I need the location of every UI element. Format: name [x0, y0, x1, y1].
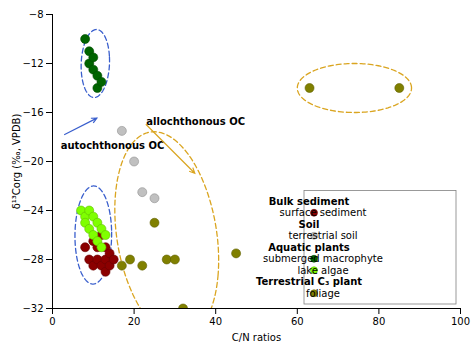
svg-text:−12: −12	[22, 58, 43, 69]
svg-text:80: 80	[373, 316, 386, 327]
svg-text:−28: −28	[22, 254, 43, 265]
svg-text:20: 20	[128, 316, 141, 327]
svg-text:−24: −24	[22, 205, 43, 216]
svg-text:C/N ratios: C/N ratios	[232, 332, 281, 343]
svg-text:foliage: foliage	[306, 288, 340, 299]
svg-text:Aquatic plants: Aquatic plants	[268, 242, 350, 253]
svg-text:−20: −20	[22, 156, 43, 167]
svg-text:−16: −16	[22, 107, 43, 118]
svg-text:terrestrial soil: terrestrial soil	[288, 230, 357, 241]
svg-text:0: 0	[49, 316, 55, 327]
svg-text:Bulk sediment: Bulk sediment	[269, 196, 350, 207]
svg-text:δ¹³Corg (‰, VPDB): δ¹³Corg (‰, VPDB)	[11, 114, 22, 210]
svg-text:60: 60	[291, 316, 304, 327]
svg-text:allochthonous OC: allochthonous OC	[146, 116, 245, 127]
svg-text:Terrestrial C₃ plant: Terrestrial C₃ plant	[256, 276, 362, 287]
svg-text:100: 100	[451, 316, 470, 327]
svg-text:autochthonous OC: autochthonous OC	[61, 140, 165, 151]
svg-text:surface sediment: surface sediment	[280, 207, 367, 218]
svg-text:submerged macrophyte: submerged macrophyte	[263, 253, 383, 264]
svg-text:−32: −32	[22, 303, 43, 314]
svg-text:40: 40	[209, 316, 222, 327]
svg-text:lake algae: lake algae	[297, 265, 348, 276]
svg-text:Soil: Soil	[299, 219, 320, 230]
svg-text:−8: −8	[29, 9, 44, 20]
